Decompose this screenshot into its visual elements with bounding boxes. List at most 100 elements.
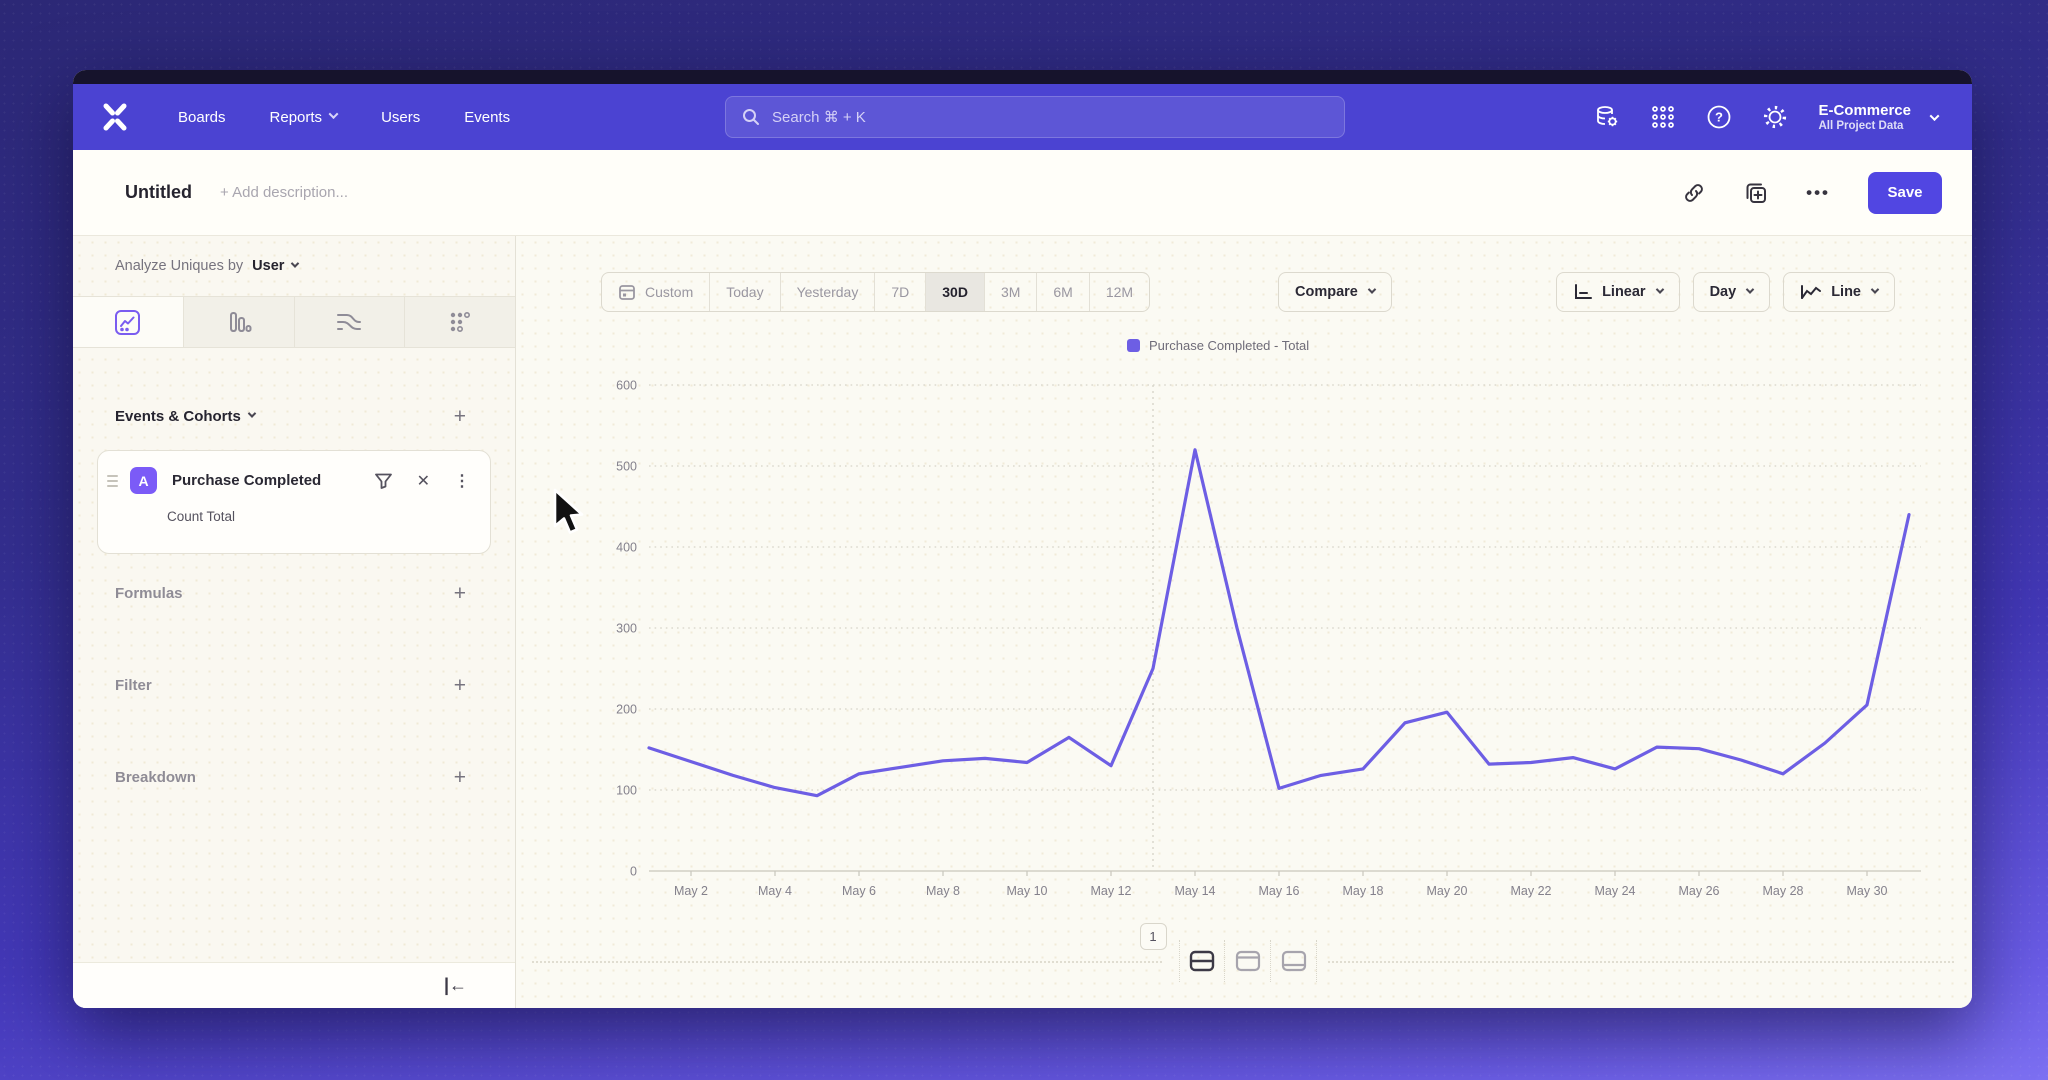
analyze-prefix-label: Analyze Uniques by [115,258,244,274]
settings-gear-icon[interactable] [1762,104,1788,130]
more-options-icon[interactable]: ••• [1806,182,1830,202]
report-header: Untitled + Add description... ••• Save [73,150,1972,236]
layout-panel-bottom-icon[interactable] [1271,940,1317,982]
nav-item-events[interactable]: Events [464,109,510,126]
x-axis-labels: May 2 May 4 May 6 May 8 May 10 May 12 May 14 Ma… [674,871,1888,898]
nav-item-label: Boards [178,108,226,126]
compare-button[interactable]: Compare [1278,272,1392,312]
nav-item-label: Users [381,108,421,126]
add-breakdown-button[interactable]: + [453,765,466,789]
events-cohorts-header[interactable]: Events & Cohorts [115,408,257,425]
data-management-icon[interactable] [1594,104,1620,130]
range-yesterday[interactable]: Yesterday [781,273,876,311]
collapse-sidebar-icon[interactable]: |← [443,975,467,995]
footer-divider-left [532,961,1162,963]
range-12m[interactable]: 12M [1090,273,1149,311]
add-event-button[interactable]: + [453,405,466,428]
analyze-value: User [252,258,285,274]
svg-text:May 2: May 2 [674,884,708,898]
chevron-down-icon [1929,110,1940,121]
nav-item-users[interactable]: Users [381,109,420,126]
svg-text:May 30: May 30 [1847,884,1888,898]
workspace-name: E-Commerce [1818,101,1911,119]
annotation-marker[interactable]: 1 [1139,923,1167,950]
chart-type-selector[interactable]: Line [1783,272,1895,312]
filter-label: Filter [115,676,152,694]
svg-text:May 28: May 28 [1763,884,1804,898]
drag-handle-icon[interactable] [107,474,118,487]
range-custom[interactable]: Custom [602,273,711,311]
svg-text:300: 300 [616,622,637,636]
range-label: Custom [645,284,694,300]
report-title[interactable]: Untitled [125,182,192,202]
apps-grid-icon[interactable] [1650,104,1676,130]
nav-item-label: Events [464,108,511,126]
range-3m[interactable]: 3M [985,273,1038,311]
nav-item-reports[interactable]: Reports [269,108,339,126]
svg-text:May 26: May 26 [1679,884,1720,898]
svg-text:May 8: May 8 [926,884,960,898]
range-label: 3M [1000,284,1021,300]
copy-link-icon[interactable] [1682,181,1706,205]
chevron-down-icon [328,109,339,120]
tab-insights-line[interactable] [73,297,184,347]
help-icon[interactable]: ? [1706,104,1732,130]
top-nav: Boards Reports Users Events Search ⌘ + K [73,84,1972,150]
scale-selector[interactable]: Linear [1556,272,1680,312]
nav-item-boards[interactable]: Boards [178,109,226,126]
layout-split-horizontal-icon[interactable] [1179,940,1225,982]
add-filter-button[interactable]: + [453,673,466,697]
chart-controls: Linear Day Line [1556,272,1895,312]
layout-panel-top-icon[interactable] [1225,940,1271,982]
duplicate-icon[interactable] [1744,181,1768,205]
workspace-switcher[interactable]: E-Commerce All Project Data [1818,101,1940,133]
events-cohorts-label: Events & Cohorts [115,408,241,425]
chart-legend[interactable]: Purchase Completed - Total [1127,338,1309,353]
range-6m[interactable]: 6M [1037,273,1090,311]
search-input[interactable]: Search ⌘ + K [725,96,1345,138]
event-aggregation[interactable]: Count Total [167,509,236,524]
range-label: Yesterday [796,284,859,300]
svg-text:0: 0 [630,865,637,879]
y-axis-labels: 0 100 200 300 400 500 600 [616,379,637,879]
nav-item-label: Reports [269,108,323,126]
chevron-down-icon [1655,284,1664,294]
tab-retention[interactable] [405,297,515,347]
workspace-subtitle: All Project Data [1818,120,1904,133]
interval-label: Day [1709,284,1737,300]
range-label: 12M [1105,284,1134,300]
remove-event-icon[interactable]: ✕ [416,472,430,490]
event-series-badge: A [130,467,157,494]
series-line[interactable] [647,448,1911,798]
event-name[interactable]: Purchase Completed [172,472,322,489]
tab-bar-chart[interactable] [183,297,295,347]
range-7d[interactable]: 7D [875,273,927,311]
breakdown-label: Breakdown [115,768,196,786]
chevron-down-icon [291,258,300,268]
range-30d[interactable]: 30D [926,273,985,311]
event-card[interactable]: A Purchase Completed ✕ ⋮ Count Total [97,450,491,554]
svg-text:May 20: May 20 [1427,884,1468,898]
layout-switcher [1179,940,1317,982]
save-button[interactable]: Save [1868,171,1942,214]
svg-text:May 10: May 10 [1007,884,1048,898]
add-formula-button[interactable]: + [453,581,466,605]
range-label: Today [726,284,764,300]
search-icon [743,109,759,125]
filter-funnel-icon[interactable] [374,472,393,490]
analyze-uniques-control[interactable]: Analyze Uniques by User [115,258,300,274]
mixpanel-logo-icon[interactable] [100,102,130,132]
event-more-icon[interactable]: ⋮ [454,472,470,490]
range-today[interactable]: Today [710,273,781,311]
mouse-cursor [553,488,584,534]
add-description-field[interactable]: + Add description... [220,184,348,201]
svg-text:May 6: May 6 [842,884,876,898]
interval-selector[interactable]: Day [1692,272,1771,312]
chevron-down-icon [247,409,257,418]
app-window: Boards Reports Users Events Search ⌘ + K [73,70,1972,1008]
svg-text:May 4: May 4 [758,884,792,898]
nav-right-cluster: ? E-Commerce All Project Data [1594,101,1972,133]
chevron-down-icon [1367,284,1377,294]
tab-flows[interactable] [294,297,406,347]
